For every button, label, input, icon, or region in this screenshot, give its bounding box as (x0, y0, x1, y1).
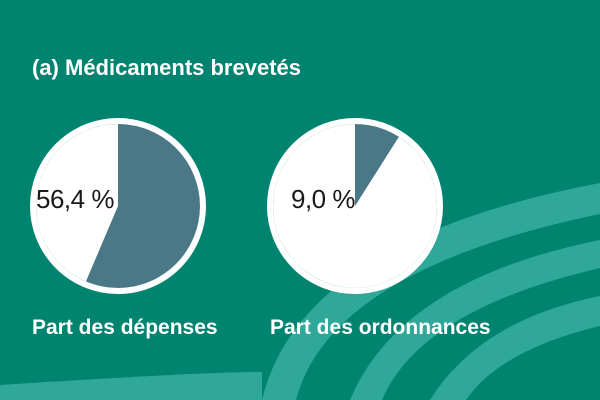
deco-band-outer (262, 183, 600, 400)
pie-svg-expenses (30, 118, 206, 294)
pie-slices-prescriptions (267, 118, 443, 294)
pie-svg-prescriptions (267, 118, 443, 294)
pie-chart-prescriptions: 9,0 % (265, 116, 445, 296)
pie-border-prescriptions (267, 118, 443, 294)
deco-wave-bottom (0, 372, 262, 400)
pie-slice-prescriptions-0 (355, 124, 399, 206)
pie-slices-expenses (30, 118, 206, 294)
data-label-prescriptions: 9,0 % (291, 184, 356, 214)
pie-slice-expenses-0 (85, 124, 201, 288)
deco-band-inner (430, 296, 600, 400)
chart-title: (a) Médicaments brevetés (32, 55, 301, 80)
pie-chart-expenses: 56,4 % (28, 116, 208, 296)
caption-expenses: Part des dépenses (32, 316, 218, 339)
data-label-expenses: 56,4 % (36, 184, 114, 214)
caption-prescriptions: Part des ordonnances (270, 316, 491, 339)
deco-band-middle (350, 240, 600, 400)
pie-border-expenses (30, 118, 206, 294)
